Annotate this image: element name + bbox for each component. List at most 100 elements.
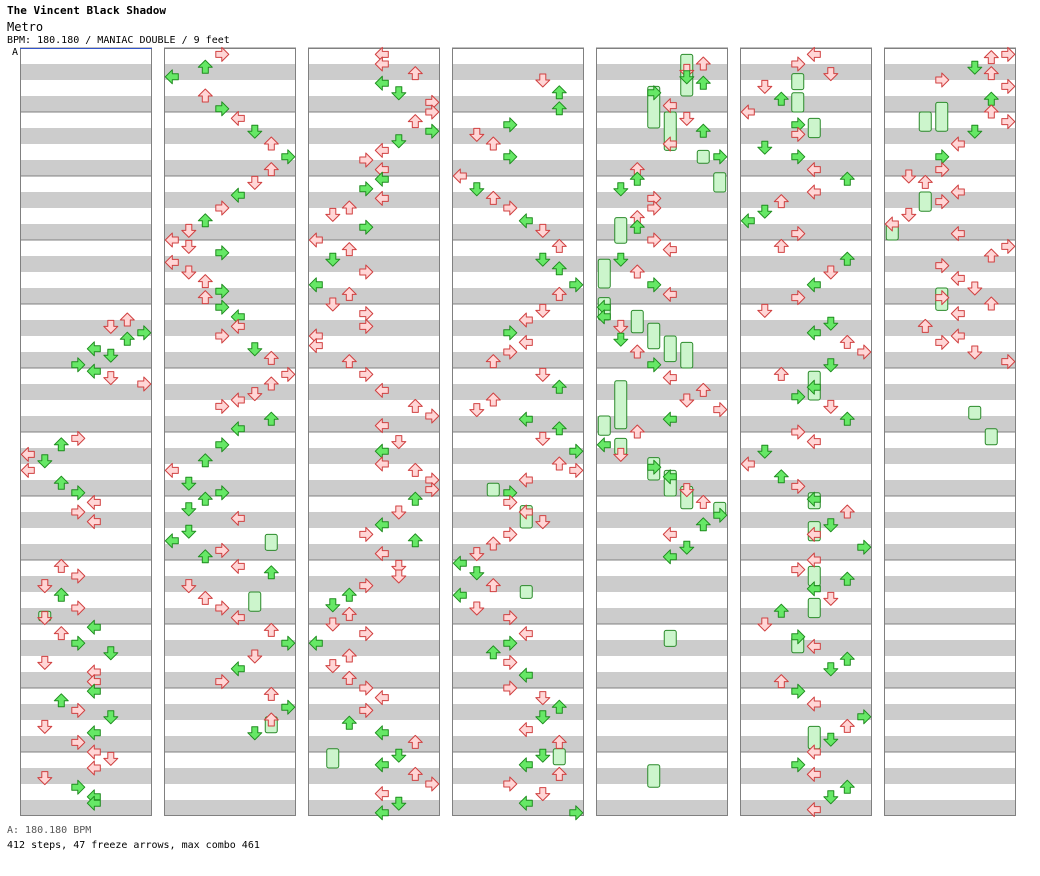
step-arrow-red xyxy=(806,638,821,654)
step-arrow-red xyxy=(901,207,917,222)
step-arrow-red xyxy=(71,568,86,584)
step-arrow-red xyxy=(839,718,855,733)
step-arrow-red xyxy=(359,578,374,594)
freeze-arrow xyxy=(935,101,949,132)
step-arrow-red xyxy=(325,659,341,674)
step-arrow-red xyxy=(215,600,230,616)
step-arrow-green xyxy=(713,149,728,165)
step-arrow-red xyxy=(773,366,789,381)
step-arrow-green xyxy=(967,124,983,139)
step-arrow-red xyxy=(613,319,629,334)
step-arrow-red xyxy=(950,328,965,344)
step-arrow-green xyxy=(773,469,789,484)
step-arrow-green xyxy=(325,598,341,613)
step-arrow-red xyxy=(857,344,872,360)
step-arrow-green xyxy=(551,421,567,436)
step-arrow-red xyxy=(359,366,374,382)
step-arrow-green xyxy=(503,635,518,651)
freeze-arrow xyxy=(614,217,628,244)
step-arrow-red xyxy=(341,670,357,685)
step-arrow-green xyxy=(215,485,230,501)
step-arrow-green xyxy=(391,134,407,149)
step-arrow-green xyxy=(374,171,389,187)
step-arrow-green xyxy=(662,411,677,427)
step-arrow-red xyxy=(791,562,806,578)
step-arrow-red xyxy=(662,136,677,152)
step-arrow-red xyxy=(503,494,518,510)
step-arrow-red xyxy=(215,200,230,216)
step-arrow-green xyxy=(53,437,69,452)
step-arrow-red xyxy=(485,354,501,369)
step-arrow-green xyxy=(569,277,584,293)
step-arrow-green xyxy=(823,316,839,331)
step-arrow-red xyxy=(103,371,119,386)
step-arrow-red xyxy=(823,591,839,606)
step-arrow-green xyxy=(757,140,773,155)
step-arrow-red xyxy=(757,303,773,318)
step-arrow-green xyxy=(791,629,806,645)
step-arrow-red xyxy=(935,162,950,178)
step-arrow-red xyxy=(230,610,245,626)
step-arrow-green xyxy=(137,325,152,341)
step-arrow-green xyxy=(551,379,567,394)
step-arrow-green xyxy=(247,726,263,741)
step-arrow-red xyxy=(713,402,728,418)
step-arrow-red xyxy=(740,456,755,472)
bpm-marker: A xyxy=(12,47,19,58)
step-arrow-red xyxy=(359,702,374,718)
step-arrow-red xyxy=(967,345,983,360)
step-arrow-red xyxy=(20,446,35,462)
step-arrow-green xyxy=(181,502,197,517)
freeze-arrow xyxy=(791,73,805,91)
step-arrow-green xyxy=(823,732,839,747)
step-arrow-red xyxy=(215,542,230,558)
step-arrow-red xyxy=(308,232,323,248)
chart-column xyxy=(596,47,728,816)
step-arrow-red xyxy=(950,136,965,152)
step-arrow-red xyxy=(469,403,485,418)
step-arrow-red xyxy=(950,306,965,322)
freeze-arrow xyxy=(647,764,661,788)
step-arrow-green xyxy=(341,587,357,602)
step-arrow-red xyxy=(485,136,501,151)
step-arrow-red xyxy=(662,98,677,114)
step-arrow-red xyxy=(103,751,119,766)
step-arrow-red xyxy=(535,223,551,238)
step-arrow-red xyxy=(281,366,296,382)
step-arrow-red xyxy=(263,622,279,637)
step-arrow-green xyxy=(215,245,230,261)
step-arrow-green xyxy=(452,555,467,571)
step-arrow-green xyxy=(839,571,855,586)
step-arrow-green xyxy=(613,332,629,347)
step-arrow-red xyxy=(86,760,101,776)
step-arrow-green xyxy=(679,540,695,555)
step-arrow-red xyxy=(37,771,53,786)
step-arrow-green xyxy=(341,715,357,730)
step-arrow-green xyxy=(857,539,872,555)
step-arrow-red xyxy=(197,590,213,605)
step-arrow-green xyxy=(247,124,263,139)
step-arrow-green xyxy=(839,251,855,266)
step-arrow-red xyxy=(884,216,899,232)
step-arrow-green xyxy=(695,75,711,90)
step-arrow-green xyxy=(181,524,197,539)
step-arrow-red xyxy=(230,558,245,574)
chart-column xyxy=(20,47,152,816)
step-arrow-red xyxy=(935,334,950,350)
step-arrow-green xyxy=(518,213,533,229)
step-arrow-green xyxy=(518,411,533,427)
step-arrow-red xyxy=(791,56,806,72)
step-arrow-red xyxy=(935,290,950,306)
step-arrow-red xyxy=(374,546,389,562)
step-arrow-green xyxy=(839,171,855,186)
step-arrow-green xyxy=(86,619,101,635)
step-arrow-green xyxy=(823,518,839,533)
step-arrow-red xyxy=(341,354,357,369)
step-arrow-red xyxy=(629,424,645,439)
step-arrow-red xyxy=(263,686,279,701)
step-arrow-red xyxy=(485,536,501,551)
step-arrow-green xyxy=(37,454,53,469)
step-arrow-green xyxy=(806,379,821,395)
step-arrow-red xyxy=(773,674,789,689)
freeze-arrow xyxy=(597,258,611,289)
